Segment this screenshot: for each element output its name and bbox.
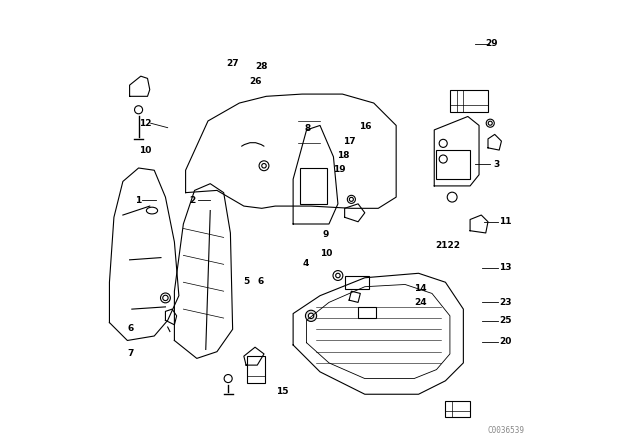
Text: 25: 25: [499, 316, 511, 325]
Text: 19: 19: [333, 165, 346, 174]
Text: 4: 4: [303, 259, 309, 268]
Ellipse shape: [308, 313, 314, 319]
Text: 28: 28: [255, 62, 268, 71]
Text: 16: 16: [360, 122, 372, 131]
Text: 15: 15: [276, 387, 288, 396]
Text: 18: 18: [337, 151, 350, 160]
Text: 17: 17: [343, 137, 355, 146]
Text: 24: 24: [415, 298, 427, 307]
Text: 12: 12: [139, 119, 152, 128]
Text: 10: 10: [319, 249, 332, 258]
Text: C0036539: C0036539: [488, 426, 524, 435]
Text: 11: 11: [499, 217, 511, 226]
Text: 7: 7: [127, 349, 134, 358]
Bar: [445, 401, 470, 417]
Text: 3: 3: [494, 160, 500, 169]
Text: 9: 9: [323, 230, 329, 239]
Text: 13: 13: [499, 263, 511, 272]
Bar: [300, 168, 327, 204]
Bar: [450, 90, 488, 112]
Text: 26: 26: [249, 77, 262, 86]
Bar: [358, 307, 376, 318]
Text: 2122: 2122: [435, 241, 460, 250]
Text: 2: 2: [189, 196, 195, 205]
Text: 23: 23: [499, 298, 511, 307]
Text: 6: 6: [258, 277, 264, 286]
Bar: [248, 356, 266, 383]
Ellipse shape: [305, 310, 317, 322]
Bar: [436, 150, 470, 179]
Text: 14: 14: [415, 284, 427, 293]
Text: 29: 29: [485, 39, 498, 48]
Text: 6: 6: [127, 324, 134, 333]
Bar: [345, 276, 369, 289]
Text: 10: 10: [139, 146, 152, 155]
Text: 20: 20: [499, 337, 511, 346]
Text: 8: 8: [305, 124, 311, 133]
Text: 27: 27: [227, 59, 239, 68]
Text: 5: 5: [243, 277, 249, 286]
Text: 1: 1: [134, 196, 141, 205]
